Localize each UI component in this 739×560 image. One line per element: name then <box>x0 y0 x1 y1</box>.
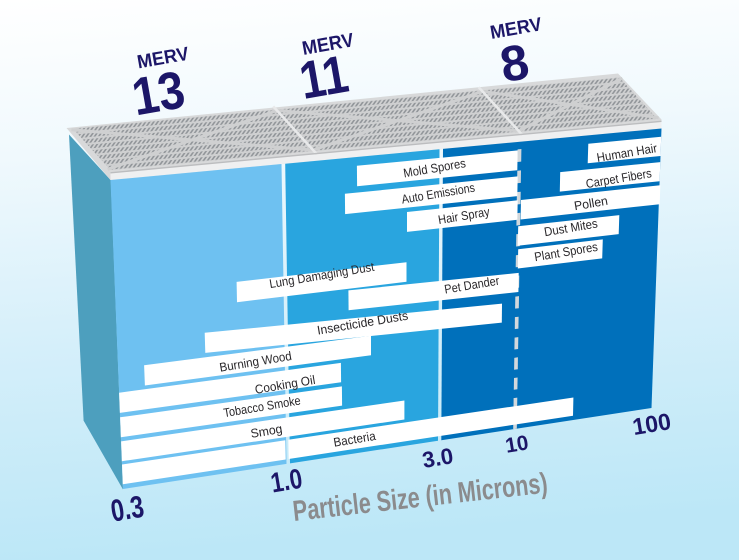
svg-text:Smog: Smog <box>250 422 284 441</box>
svg-text:10: 10 <box>504 431 530 457</box>
svg-text:Pollen: Pollen <box>573 194 609 213</box>
svg-text:0.3: 0.3 <box>108 489 146 529</box>
svg-text:3.0: 3.0 <box>420 443 455 473</box>
svg-text:11: 11 <box>295 45 353 111</box>
svg-text:100: 100 <box>631 408 673 440</box>
svg-text:Bacteria: Bacteria <box>332 429 376 450</box>
svg-text:1.0: 1.0 <box>268 463 304 499</box>
svg-text:13: 13 <box>128 60 189 127</box>
